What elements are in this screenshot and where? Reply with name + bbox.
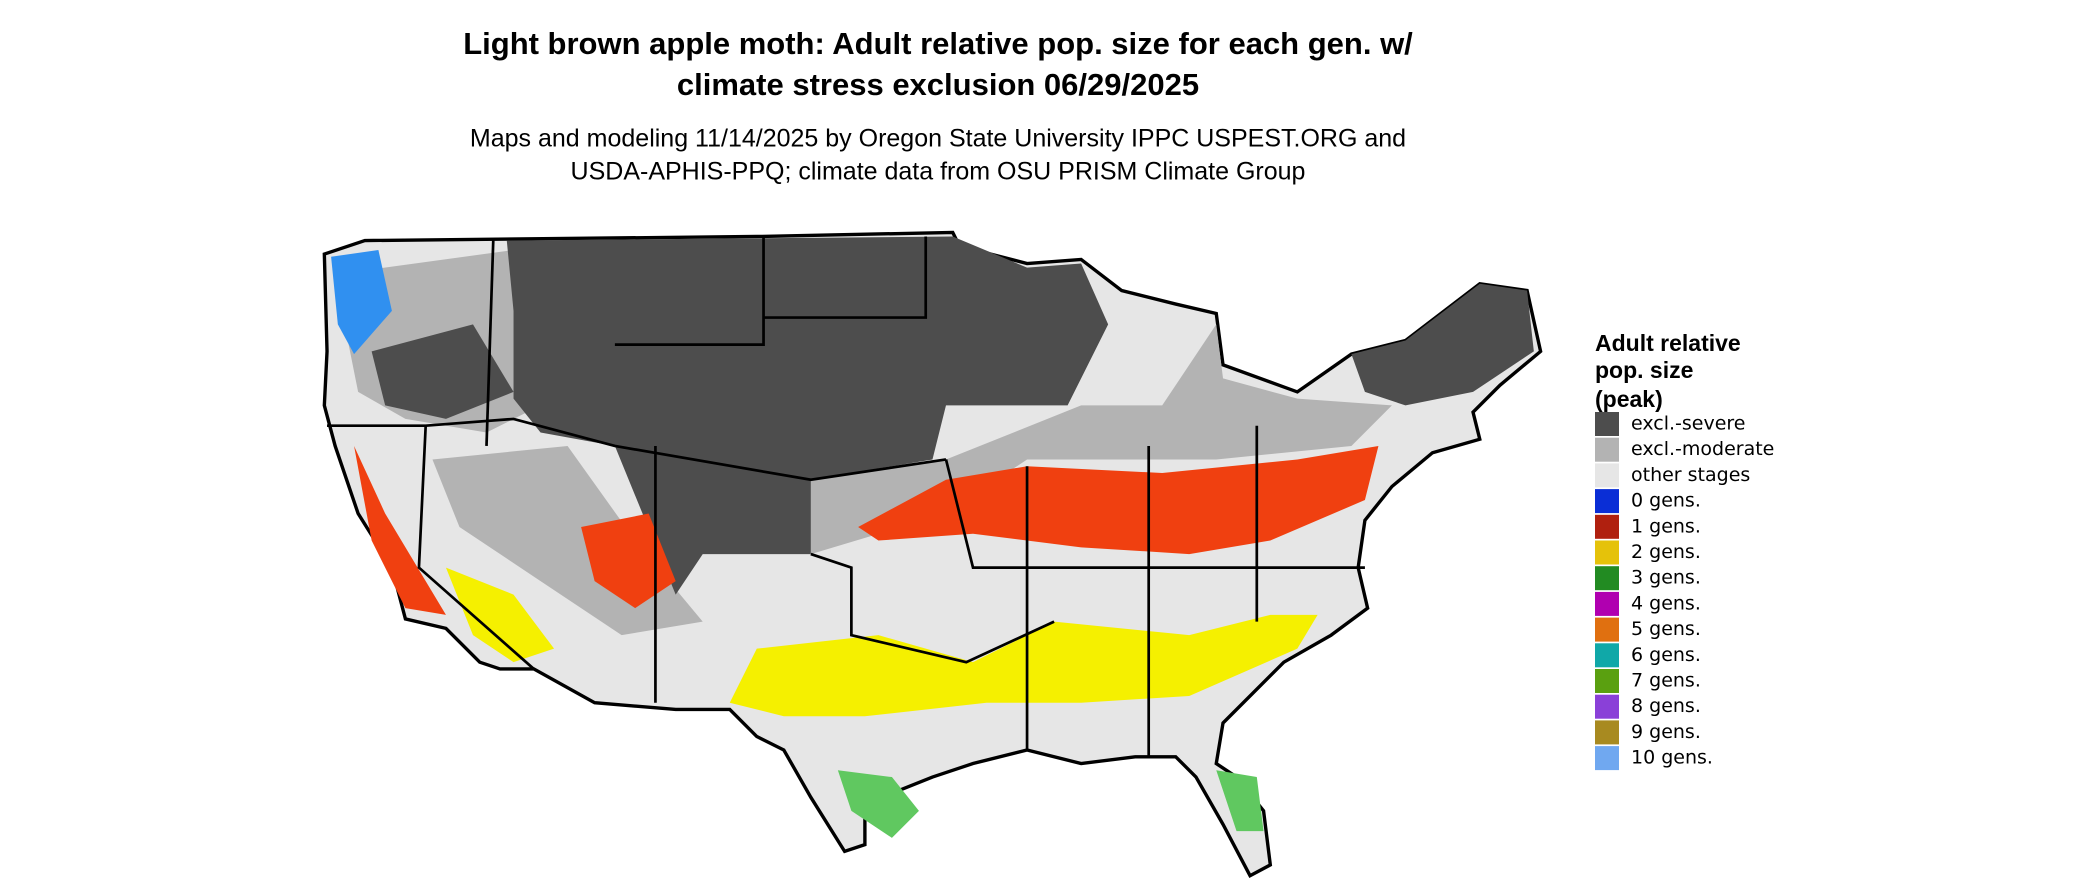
legend-label: 10 gens. (1631, 747, 1713, 769)
border (810, 552, 1055, 664)
us-map (322, 230, 1543, 878)
legend-label: 1 gens. (1631, 515, 1701, 537)
legend-title: pop. size (1595, 357, 1693, 383)
three-gen-area (1216, 770, 1264, 832)
legend-label: excl.-severe (1631, 413, 1746, 435)
one-gen-area (354, 445, 446, 615)
legend-swatch (1595, 617, 1619, 642)
legend-swatch (1595, 489, 1619, 514)
legend-label: 6 gens. (1631, 644, 1701, 666)
legend-label: 4 gens. (1631, 592, 1701, 614)
state-borders (327, 236, 1365, 757)
title: Light brown apple moth: Adult relative p… (463, 26, 1413, 185)
one-gen-area (858, 445, 1379, 555)
border (485, 240, 495, 447)
border (763, 236, 928, 319)
legend-swatch (1595, 720, 1619, 745)
legend-swatch (1595, 437, 1619, 462)
border (614, 236, 765, 346)
legend-items: excl.-severe excl.-moderate other stages 0 … (1595, 412, 1774, 771)
legend-title: Adult relative (1595, 330, 1741, 356)
legend-label: 3 gens. (1631, 567, 1701, 589)
border (327, 417, 947, 482)
ten-gen-area (331, 250, 392, 355)
excl-severe-area (371, 324, 514, 419)
legend-label: 7 gens. (1631, 670, 1701, 692)
legend-swatch (1595, 694, 1619, 719)
legend-swatch (1595, 643, 1619, 668)
legend-label: 0 gens. (1631, 490, 1701, 512)
two-gen-area (445, 567, 555, 663)
legend-swatch (1595, 591, 1619, 616)
legend-swatch (1595, 566, 1619, 591)
legend-swatch (1595, 540, 1619, 565)
legend-label: 8 gens. (1631, 695, 1701, 717)
excl-severe-area (506, 236, 1109, 595)
border (944, 459, 1365, 569)
legend-swatch (1595, 746, 1619, 771)
legend-label: 2 gens. (1631, 541, 1701, 563)
one-gen-area (581, 513, 676, 609)
legend-title: (peak) (1595, 386, 1663, 412)
subtitle-line: Maps and modeling 11/14/2025 by Oregon S… (470, 125, 1406, 153)
excl-severe-area (1351, 283, 1534, 406)
legend-swatch (1595, 514, 1619, 539)
legend-label: excl.-moderate (1631, 438, 1774, 460)
legend-label: other stages (1631, 464, 1750, 486)
legend-label: 5 gens. (1631, 618, 1701, 640)
legend-swatch (1595, 463, 1619, 488)
legend-swatch (1595, 669, 1619, 693)
legend: Adult relative pop. size (peak) excl.-se… (1595, 330, 1774, 771)
title-line: Light brown apple moth: Adult relative p… (463, 26, 1413, 61)
subtitle-line: USDA-APHIS-PPQ; climate data from OSU PR… (571, 158, 1306, 186)
title-line: climate stress exclusion 06/29/2025 (677, 67, 1199, 102)
legend-swatch (1595, 412, 1619, 436)
legend-label: 9 gens. (1631, 721, 1701, 743)
border (417, 425, 535, 670)
three-gen-area (837, 770, 919, 838)
